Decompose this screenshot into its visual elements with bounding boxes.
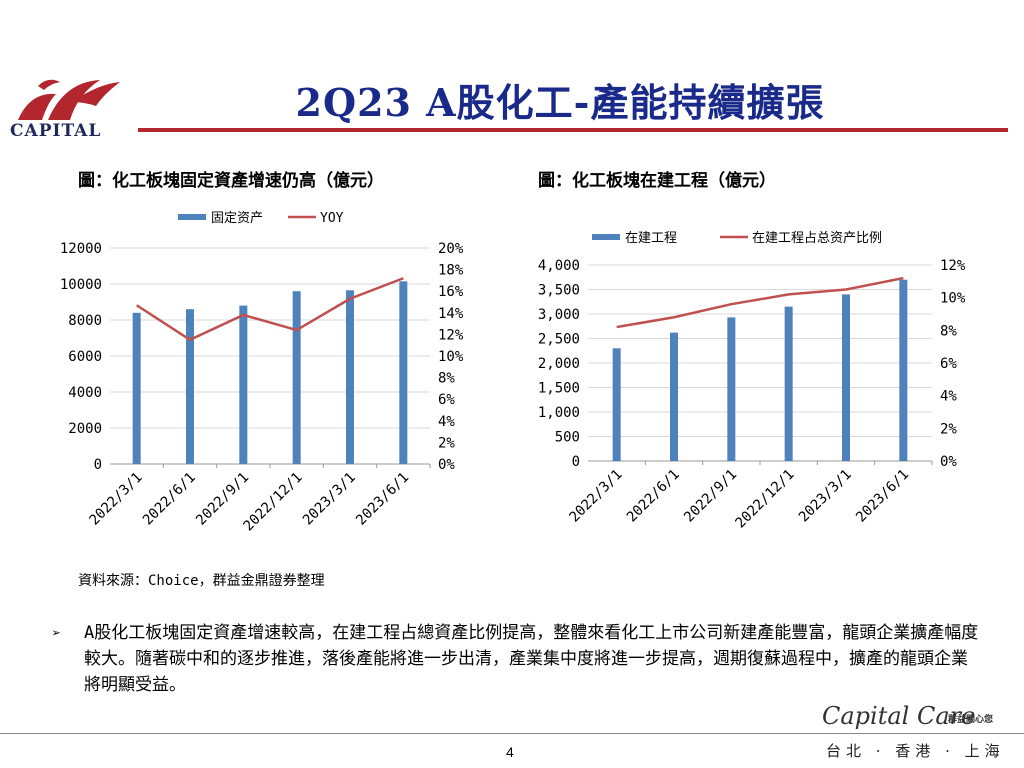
y-right-tick-label: 6% xyxy=(940,356,957,372)
bar xyxy=(239,305,248,464)
bar xyxy=(399,281,408,464)
legend-line-label: YOY xyxy=(320,211,344,226)
bar xyxy=(727,317,736,461)
y-right-tick-label: 14% xyxy=(438,306,464,322)
construction-chart: 0 500 1,000 1,500 2,000 2,500 3,000 3,500 4,000 0… xyxy=(538,231,966,532)
series-line xyxy=(616,276,904,329)
footer-divider xyxy=(0,733,1024,734)
brand-mark: Capital Care xyxy=(822,702,976,730)
y-right-tick-label: 6% xyxy=(438,392,455,408)
y-left-tick-label: 2000 xyxy=(68,421,102,437)
x-tick-label: 2022/12/1 xyxy=(733,467,798,532)
x-tick-label: 2023/6/1 xyxy=(353,470,412,529)
y-right-tick-label: 2% xyxy=(438,435,455,451)
y-right-tick-label: 10% xyxy=(940,291,966,307)
title-divider xyxy=(138,128,1008,132)
y-left-tick-label: 4,000 xyxy=(538,258,580,274)
x-tick-label: 2023/6/1 xyxy=(853,467,912,526)
logo-text: CAPITAL xyxy=(10,121,102,141)
y-left-tick-label: 6000 xyxy=(68,349,102,365)
bar xyxy=(784,306,793,461)
y-right-tick-label: 8% xyxy=(438,371,455,387)
bullet-arrow-icon: ➢ xyxy=(52,624,62,642)
y-left-tick-label: 12000 xyxy=(60,241,102,257)
y-left-tick-label: 3,000 xyxy=(538,307,580,323)
bullet-text: A股化工板塊固定資產增速較高，在建工程占總資產比例提高，整體來看化工上市公司新建… xyxy=(84,623,979,695)
y-right-tick-label: 0% xyxy=(438,457,455,473)
y-right-tick-label: 10% xyxy=(438,349,464,365)
legend-line-label: 在建工程占总资产比例 xyxy=(752,231,882,246)
bar xyxy=(132,312,141,464)
legend-bar-label: 固定资产 xyxy=(211,211,263,226)
y-left-tick-label: 3,500 xyxy=(538,283,580,299)
y-right-tick-label: 12% xyxy=(438,327,464,343)
right-chart-caption: 圖：化工板塊在建工程（億元） xyxy=(538,171,776,191)
y-left-tick-label: 1,000 xyxy=(538,405,580,421)
x-tick-label: 2023/3/1 xyxy=(796,467,855,526)
bar xyxy=(186,309,194,464)
x-tick-label: 2022/9/1 xyxy=(681,467,740,526)
legend-bar-swatch xyxy=(178,214,206,220)
legend-bar-swatch xyxy=(592,234,620,240)
y-right-tick-label: 2% xyxy=(940,421,957,437)
y-left-tick-label: 8000 xyxy=(68,313,102,329)
bar xyxy=(899,279,908,461)
y-left-tick-label: 0 xyxy=(94,457,102,473)
x-tick-label: 2022/6/1 xyxy=(140,470,199,529)
fixed-assets-chart: 0 2000 4000 6000 8000 10000 12000 0% 2% 4% 6% 8% 10%… xyxy=(60,211,464,534)
bar xyxy=(670,332,678,461)
y-right-tick-label: 0% xyxy=(940,454,957,470)
y-right-tick-label: 20% xyxy=(438,241,464,257)
series-line xyxy=(135,277,404,342)
y-right-tick-label: 4% xyxy=(438,414,455,430)
capital-logo-icon xyxy=(18,79,120,120)
source-note: 資料來源：Choice，群益金鼎證券整理 xyxy=(78,573,325,589)
x-tick-label: 2023/3/1 xyxy=(300,470,359,529)
left-chart-caption: 圖：化工板塊固定資產增速仍高（億元） xyxy=(78,171,384,191)
x-tick-label: 2022/3/1 xyxy=(86,470,145,529)
brand-subtitle: 群益關心您 xyxy=(948,715,994,725)
y-right-tick-label: 12% xyxy=(940,258,966,274)
y-left-tick-label: 500 xyxy=(555,430,580,446)
office-cities: 台北 · 香港 · 上海 xyxy=(826,742,1005,760)
page-title: 2Q23 A股化工-產能持續擴張 xyxy=(295,80,825,125)
y-left-tick-label: 2,000 xyxy=(538,356,580,372)
bar xyxy=(842,294,850,461)
y-left-tick-label: 2,500 xyxy=(538,332,580,348)
y-right-tick-label: 18% xyxy=(438,263,464,279)
y-left-tick-label: 4000 xyxy=(68,385,102,401)
y-left-tick-label: 10000 xyxy=(60,277,102,293)
y-right-tick-label: 16% xyxy=(438,284,464,300)
legend-bar-label: 在建工程 xyxy=(625,231,677,246)
bullet-point: ➢ A股化工板塊固定資產增速較高，在建工程占總資產比例提高，整體來看化工上市公司… xyxy=(52,620,982,698)
x-tick-label: 2022/6/1 xyxy=(624,467,683,526)
bar xyxy=(612,348,621,461)
y-right-tick-label: 8% xyxy=(940,323,957,339)
bar xyxy=(292,291,301,464)
y-left-tick-label: 0 xyxy=(572,454,580,470)
y-right-tick-label: 4% xyxy=(940,389,957,405)
x-tick-label: 2022/3/1 xyxy=(566,467,625,526)
page-number: 4 xyxy=(506,744,514,760)
bar xyxy=(346,290,354,464)
y-left-tick-label: 1,500 xyxy=(538,381,580,397)
